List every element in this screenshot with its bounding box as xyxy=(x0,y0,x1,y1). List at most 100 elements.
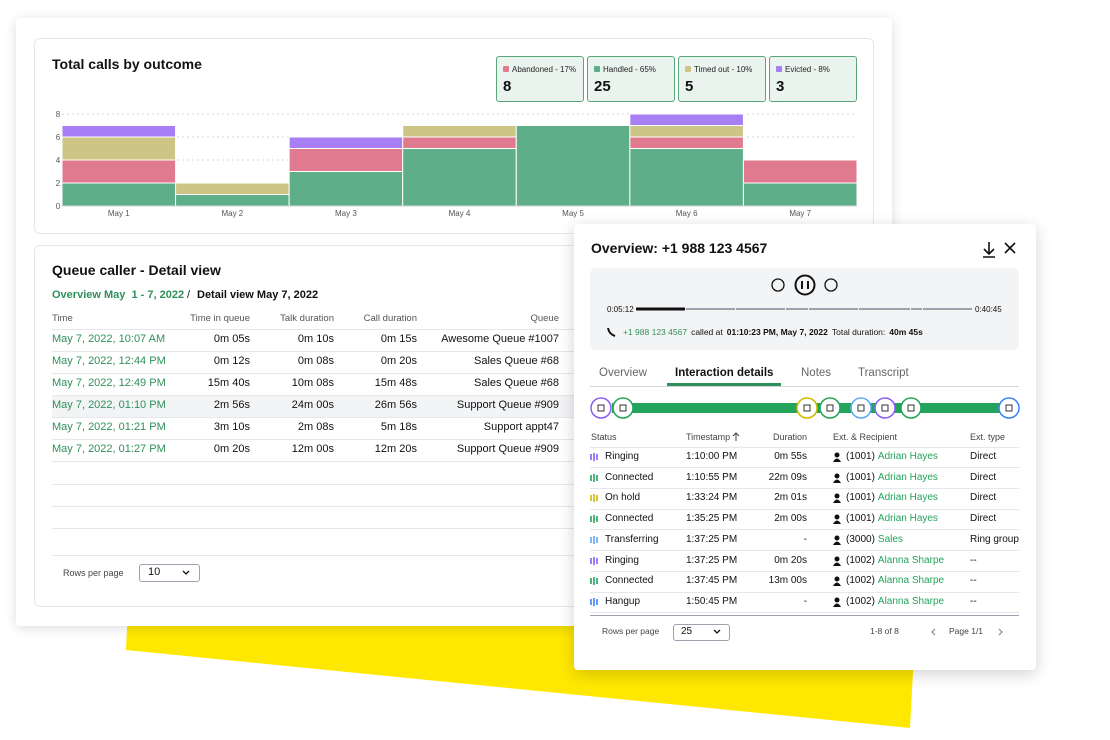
chevron xyxy=(182,570,190,575)
bar-segment xyxy=(515,125,631,207)
divider xyxy=(52,417,856,418)
legend-swatch xyxy=(776,66,782,72)
timeline-event xyxy=(998,397,1020,419)
bar-segment xyxy=(629,113,744,126)
status-icon xyxy=(590,494,598,503)
chart-title: Total calls by outcome xyxy=(52,56,202,73)
timeline-event-glyph xyxy=(881,404,889,412)
table-cell: 0m 12s xyxy=(213,355,250,368)
breadcrumb-current: Detail view May 7, 2022 xyxy=(197,289,319,302)
timestamp: 1:37:45 PM xyxy=(686,575,738,587)
total-time: 0:40:45 xyxy=(975,305,1002,315)
chevron xyxy=(713,629,721,634)
x-tick-label: May 7 xyxy=(789,209,811,218)
extension: (3000) xyxy=(846,533,875,545)
column-header: Call duration xyxy=(363,313,417,325)
status: Transferring xyxy=(605,533,659,545)
divider xyxy=(52,351,856,352)
timestamp: 1:50:45 PM xyxy=(686,595,738,607)
x-tick-label: May 2 xyxy=(221,209,243,218)
divider xyxy=(590,508,1019,510)
bar-segment xyxy=(742,159,858,184)
status-icon xyxy=(590,515,598,524)
duration: - xyxy=(803,595,807,607)
timestamp: 1:10:00 PM xyxy=(686,451,738,462)
x-tick-label: May 6 xyxy=(676,209,698,218)
divider xyxy=(590,550,1019,552)
status-icon xyxy=(590,473,598,482)
extension: (1002) xyxy=(846,554,875,566)
column-header: Queue xyxy=(530,313,559,325)
recipient-name[interactable]: Adrian Hayes xyxy=(877,451,938,462)
status-icon xyxy=(590,577,598,586)
status-icon xyxy=(590,535,598,544)
table-cell: 15m 48s xyxy=(374,377,417,390)
recipient-name[interactable]: Adrian Hayes xyxy=(877,471,938,483)
recipient-name[interactable]: Alanna Sharpe xyxy=(877,554,945,566)
recipient-name[interactable]: Sales xyxy=(877,533,903,545)
legend-swatch xyxy=(594,66,600,72)
download-icon xyxy=(983,242,995,258)
bar-segment xyxy=(61,159,177,184)
divider xyxy=(52,373,856,374)
recipient-icon xyxy=(833,458,841,462)
table-cell: 0m 20s xyxy=(213,443,250,456)
ext-type: Direct xyxy=(970,513,997,525)
phone-icon xyxy=(607,327,616,337)
duration: - xyxy=(803,533,807,545)
ext-type: -- xyxy=(970,575,977,587)
recipient-icon xyxy=(833,562,841,566)
divider xyxy=(52,555,856,556)
divider xyxy=(52,484,856,485)
recipient-name[interactable]: Adrian Hayes xyxy=(877,513,938,525)
legend-swatch xyxy=(503,66,509,72)
column-header: Duration xyxy=(772,431,807,442)
table-cell: 26m 56s xyxy=(374,399,417,412)
column-header: Ext. type xyxy=(970,431,1006,442)
recipient-icon xyxy=(833,576,841,587)
recipient-icon xyxy=(833,582,841,587)
timestamp: 1:33:24 PM xyxy=(686,492,738,504)
table-cell: 15m 40s xyxy=(207,377,250,390)
table-cell: 0m 05s xyxy=(213,333,250,346)
rows-select[interactable] xyxy=(139,564,200,582)
legend-total: 25 xyxy=(594,77,611,95)
divider xyxy=(52,329,856,330)
timestamp: 1:35:25 PM xyxy=(686,513,738,525)
column-header: Timestamp xyxy=(686,431,731,442)
divider xyxy=(590,529,1019,531)
legend-label: Handled - 65% xyxy=(603,65,656,75)
recipient-icon xyxy=(834,597,840,603)
pause-button xyxy=(794,274,816,296)
divider xyxy=(52,395,856,396)
ext-type: -- xyxy=(970,595,977,607)
divider xyxy=(590,591,1019,593)
status-icon xyxy=(590,453,598,461)
bar-segment xyxy=(402,148,517,207)
bar-segment xyxy=(175,182,290,195)
recipient-name[interactable]: Alanna Sharpe xyxy=(877,575,945,587)
rows-select[interactable] xyxy=(673,624,730,641)
caller-called-at: 01:10:23 PM, May 7, 2022 xyxy=(726,327,828,337)
table-cell: 0m 20s xyxy=(380,355,417,368)
caller-total-duration: 40m 45s xyxy=(889,327,923,337)
column-header: Time xyxy=(52,313,73,325)
extension: (1001) xyxy=(846,492,875,504)
timestamp: 1:37:25 PM xyxy=(686,554,738,566)
recipient-icon xyxy=(834,452,840,458)
extension: (1002) xyxy=(846,595,875,607)
timeline-event-glyph xyxy=(857,404,865,412)
recipient-icon xyxy=(833,541,841,545)
time-link: May 7, 2022, 01:27 PM xyxy=(52,443,166,456)
recipient-icon xyxy=(833,514,841,525)
duration: 2m 01s xyxy=(774,492,807,504)
recipient-name[interactable]: Alanna Sharpe xyxy=(877,595,945,607)
table-cell: 0m 10s xyxy=(297,333,334,346)
table-cell: Sales Queue #68 xyxy=(473,355,559,368)
bar-segment xyxy=(61,182,177,207)
divider xyxy=(52,528,856,529)
bar-segment xyxy=(288,136,404,149)
recipient-name[interactable]: Adrian Hayes xyxy=(877,492,938,504)
recipient: (1001) Adrian Hayes xyxy=(846,450,938,464)
legend-label: Abandoned - 17% xyxy=(512,65,577,75)
